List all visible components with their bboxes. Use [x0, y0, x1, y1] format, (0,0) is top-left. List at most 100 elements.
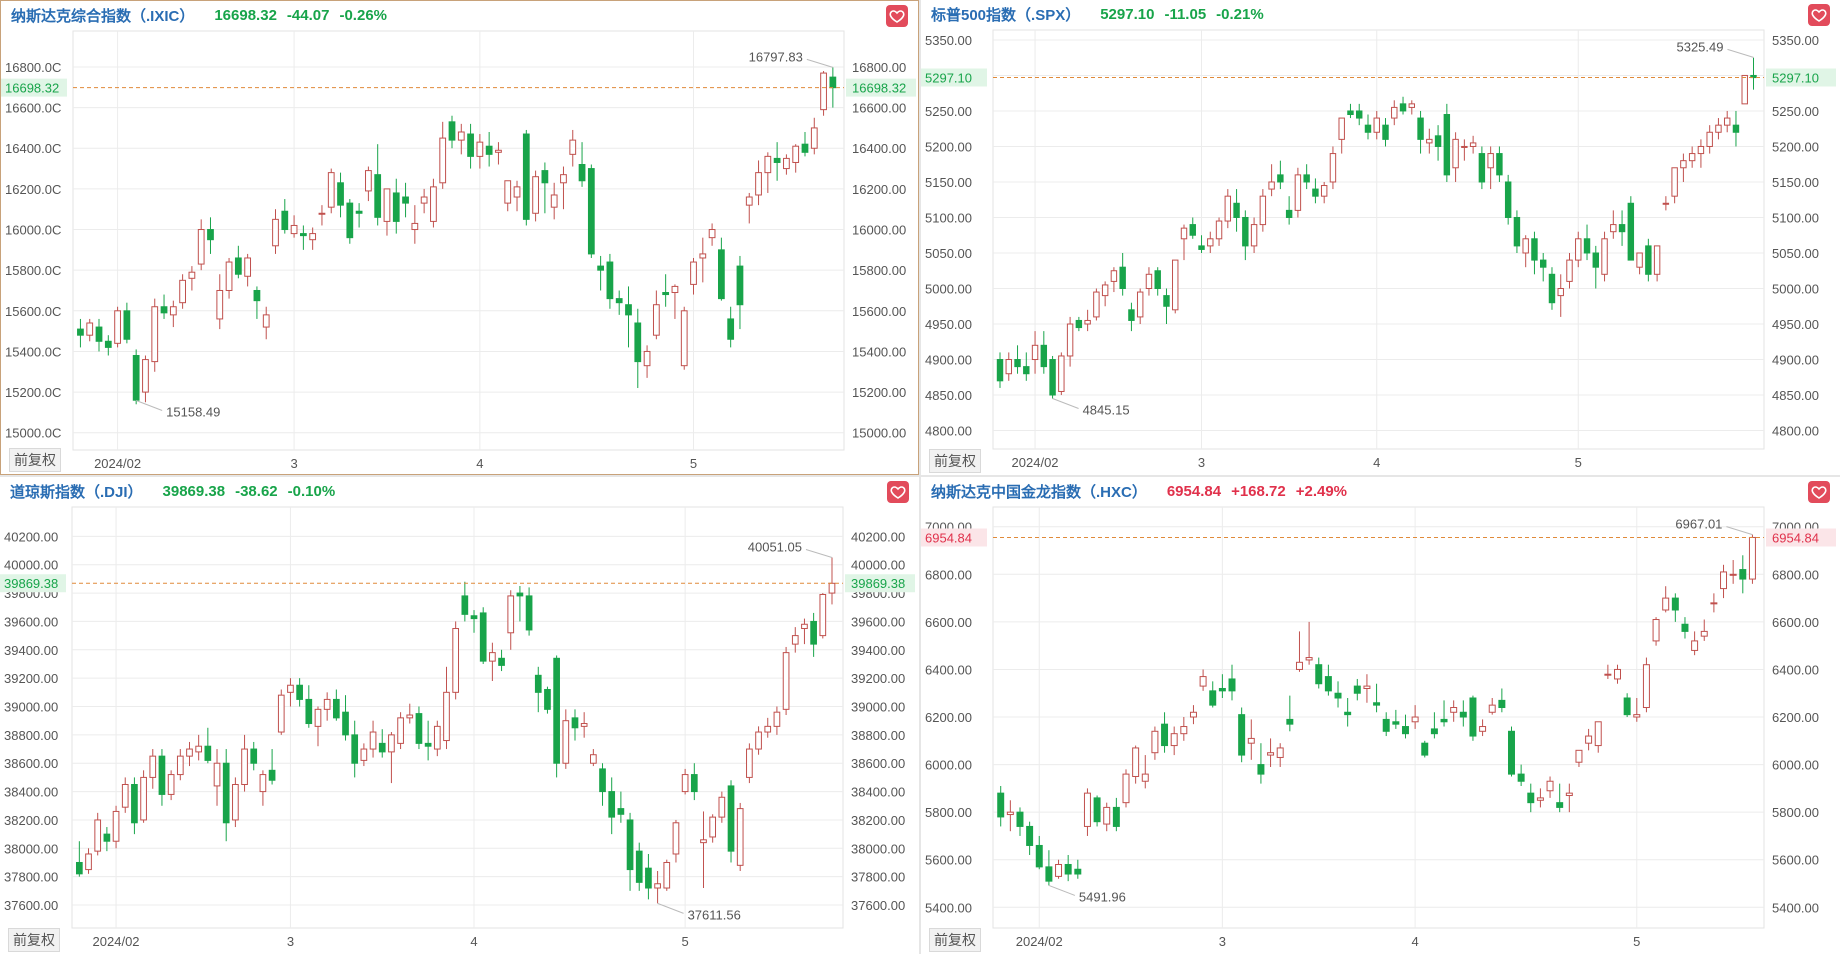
candle[interactable]: [1257, 743, 1265, 784]
candle[interactable]: [1199, 669, 1207, 691]
candle[interactable]: [342, 695, 349, 741]
candle[interactable]: [232, 777, 239, 828]
candle[interactable]: [617, 791, 625, 823]
candle[interactable]: [1303, 164, 1310, 190]
candle[interactable]: [1151, 726, 1159, 760]
candle[interactable]: [1594, 721, 1602, 753]
candle[interactable]: [406, 703, 414, 724]
candle[interactable]: [1049, 355, 1056, 399]
candle[interactable]: [745, 192, 753, 224]
candle[interactable]: [615, 290, 623, 315]
candle[interactable]: [314, 706, 322, 747]
candle[interactable]: [820, 71, 827, 116]
candle[interactable]: [169, 300, 177, 328]
candle[interactable]: [1443, 103, 1451, 182]
candle[interactable]: [1128, 302, 1135, 332]
candle[interactable]: [1180, 224, 1188, 261]
candle[interactable]: [1170, 726, 1178, 756]
candle[interactable]: [635, 842, 643, 891]
candle[interactable]: [1575, 231, 1582, 268]
candle[interactable]: [272, 209, 279, 254]
candle[interactable]: [1723, 110, 1731, 133]
candle[interactable]: [1556, 783, 1564, 813]
candle[interactable]: [1101, 281, 1109, 307]
candle[interactable]: [1527, 783, 1535, 813]
candle[interactable]: [1531, 231, 1538, 275]
candle[interactable]: [290, 215, 298, 238]
candle[interactable]: [77, 318, 84, 348]
candle[interactable]: [1315, 657, 1323, 689]
candle[interactable]: [1023, 352, 1030, 381]
candle[interactable]: [1748, 534, 1756, 584]
candle[interactable]: [1706, 125, 1713, 154]
candle[interactable]: [1642, 657, 1650, 713]
candle[interactable]: [1566, 252, 1573, 289]
candle[interactable]: [1363, 674, 1371, 703]
candle[interactable]: [392, 178, 400, 234]
candle[interactable]: [522, 129, 530, 226]
candle[interactable]: [262, 306, 270, 340]
candle[interactable]: [1623, 693, 1631, 718]
candle[interactable]: [672, 819, 680, 863]
candle[interactable]: [1163, 288, 1170, 325]
candle[interactable]: [1548, 267, 1556, 310]
candle[interactable]: [550, 182, 558, 220]
candle[interactable]: [498, 649, 505, 672]
candle[interactable]: [476, 134, 484, 169]
candle[interactable]: [1267, 738, 1275, 767]
candle[interactable]: [411, 205, 419, 244]
candle[interactable]: [1469, 135, 1477, 154]
candle[interactable]: [1604, 664, 1612, 679]
candle[interactable]: [204, 727, 212, 764]
candle[interactable]: [1633, 697, 1641, 722]
candle[interactable]: [337, 172, 344, 218]
candle[interactable]: [1750, 57, 1757, 90]
candle[interactable]: [1610, 210, 1617, 239]
adjust-mode-button[interactable]: 前复权: [9, 448, 61, 472]
candle[interactable]: [160, 294, 168, 319]
candle[interactable]: [764, 152, 772, 193]
candle[interactable]: [95, 318, 103, 352]
candle[interactable]: [764, 717, 772, 738]
candle[interactable]: [1557, 274, 1564, 317]
candle[interactable]: [351, 720, 359, 778]
candle[interactable]: [1440, 700, 1448, 727]
chart-panel-3[interactable]: 纳斯达克中国金龙指数（.HXC） 6954.84 +168.72 +2.49% 7000…: [921, 477, 1840, 954]
candle[interactable]: [1710, 593, 1718, 613]
candle[interactable]: [1575, 749, 1583, 767]
candle[interactable]: [234, 245, 242, 279]
candle[interactable]: [662, 274, 670, 307]
candle[interactable]: [457, 123, 465, 155]
candle[interactable]: [132, 349, 140, 405]
candle[interactable]: [1268, 164, 1275, 197]
candle[interactable]: [1218, 674, 1226, 698]
candle[interactable]: [534, 666, 542, 713]
candle[interactable]: [1207, 231, 1214, 253]
candle[interactable]: [1344, 697, 1352, 727]
candle[interactable]: [532, 170, 539, 222]
candle[interactable]: [1681, 617, 1689, 639]
candle[interactable]: [1522, 235, 1529, 268]
candle[interactable]: [1739, 555, 1747, 594]
candle[interactable]: [1496, 146, 1503, 182]
candle[interactable]: [1154, 267, 1161, 296]
candle[interactable]: [699, 237, 707, 283]
candle[interactable]: [1058, 352, 1065, 396]
candle[interactable]: [360, 743, 368, 767]
candle[interactable]: [151, 298, 159, 372]
candle[interactable]: [1671, 167, 1678, 204]
candle[interactable]: [461, 581, 469, 622]
candle[interactable]: [323, 692, 331, 721]
candle[interactable]: [571, 709, 579, 741]
candle[interactable]: [1286, 695, 1294, 732]
candle[interactable]: [327, 168, 335, 214]
candle[interactable]: [1382, 712, 1390, 737]
candle[interactable]: [690, 257, 697, 295]
candle[interactable]: [1324, 664, 1332, 696]
candle[interactable]: [1364, 114, 1372, 140]
candle[interactable]: [495, 142, 502, 165]
candle[interactable]: [516, 585, 524, 622]
candle[interactable]: [1242, 210, 1249, 261]
candle[interactable]: [1583, 224, 1591, 261]
candle[interactable]: [1189, 217, 1196, 239]
